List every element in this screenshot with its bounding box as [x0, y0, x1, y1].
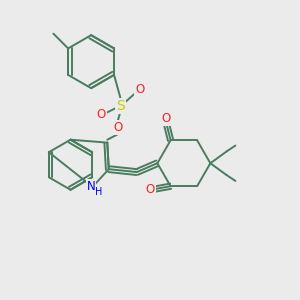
- Text: O: O: [135, 83, 144, 96]
- Text: H: H: [95, 187, 103, 197]
- Text: S: S: [116, 99, 125, 113]
- Text: O: O: [113, 122, 122, 134]
- Text: O: O: [162, 112, 171, 125]
- Text: N: N: [87, 180, 95, 193]
- Text: O: O: [97, 108, 106, 121]
- Text: O: O: [146, 183, 154, 196]
